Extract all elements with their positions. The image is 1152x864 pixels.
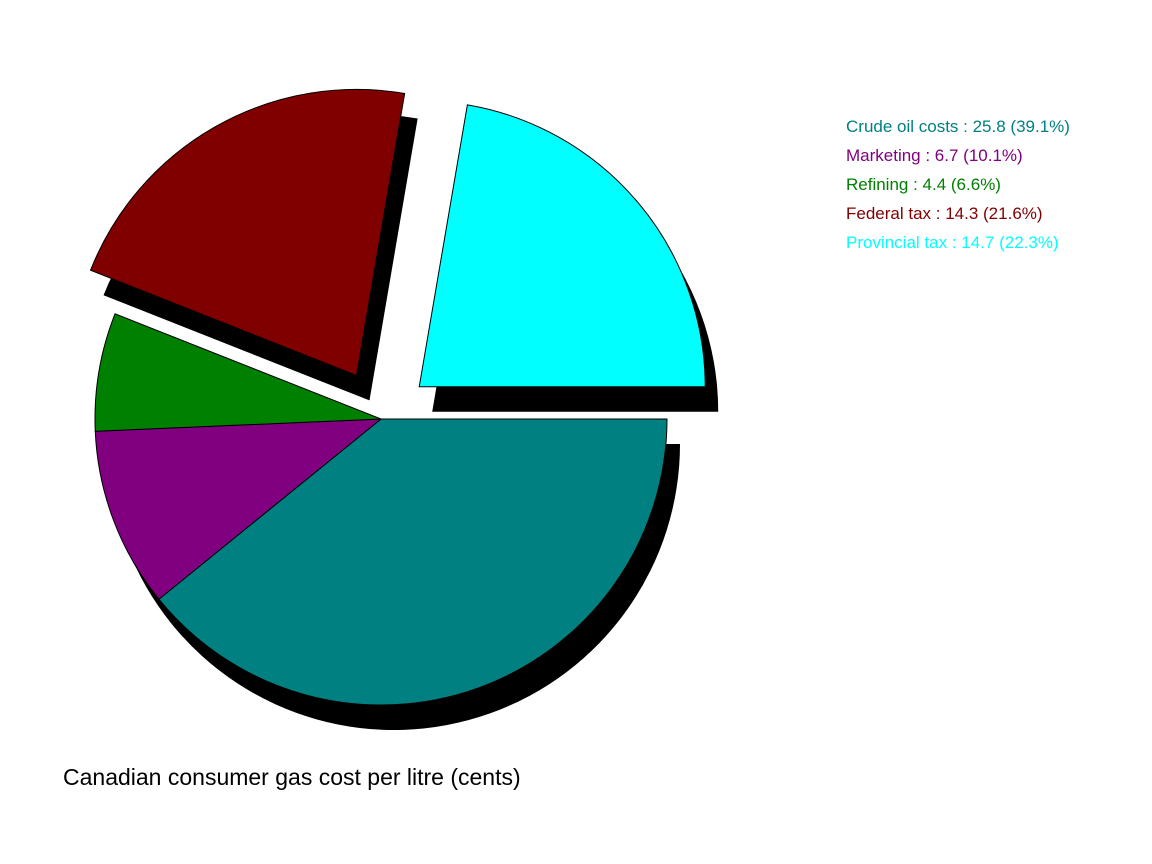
pie-slice-provincial-tax [418, 104, 706, 388]
legend-item-refining: Refining : 4.4 (6.6%) [846, 175, 1001, 194]
legend-item-provincial-tax: Provincial tax : 14.7 (22.3%) [846, 233, 1059, 252]
legend-item-marketing: Marketing : 6.7 (10.1%) [846, 146, 1023, 165]
pie-slice-federal-tax [89, 89, 406, 377]
pie-slice-crude-oil-costs [158, 418, 668, 706]
pie-slice-marketing [94, 418, 383, 600]
slice-layer [89, 89, 706, 706]
pie-slice-refining [94, 313, 382, 432]
chart-title: Canadian consumer gas cost per litre (ce… [63, 764, 521, 790]
legend-item-crude-oil-costs: Crude oil costs : 25.8 (39.1%) [846, 117, 1070, 136]
legend-item-federal-tax: Federal tax : 14.3 (21.6%) [846, 204, 1043, 223]
chart-legend: Crude oil costs : 25.8 (39.1%) Marketing … [846, 112, 1070, 257]
